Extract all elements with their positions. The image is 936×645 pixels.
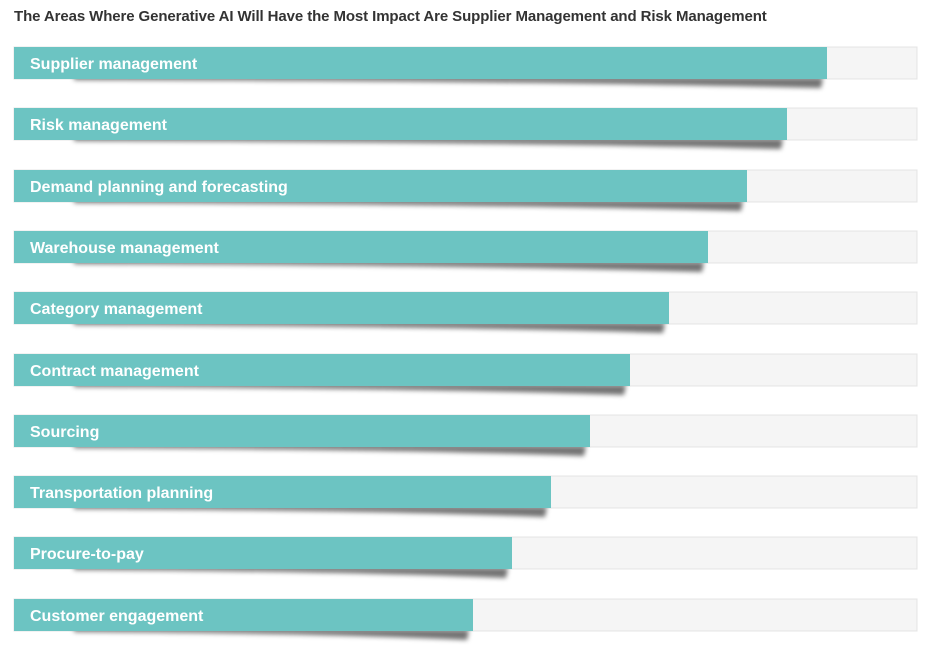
bar: [14, 415, 590, 447]
bar-row: Sourcing: [13, 414, 918, 456]
bar-row: Risk management: [13, 107, 918, 149]
bar: [14, 292, 669, 324]
bar-row: Procure-to-pay: [13, 536, 918, 578]
bar: [14, 476, 551, 508]
bar-row: Customer engagement: [13, 598, 918, 640]
bar: [14, 231, 708, 263]
bar-label: Transportation planning: [30, 485, 213, 502]
bar-row: Category management: [13, 291, 918, 333]
bar-label: Demand planning and forecasting: [30, 179, 288, 196]
chart-title: The Areas Where Generative AI Will Have …: [14, 8, 767, 25]
bar-row: Transportation planning: [13, 475, 918, 517]
bar-row: Supplier management: [13, 46, 918, 88]
bar-label: Procure-to-pay: [30, 546, 144, 563]
bar: [14, 599, 473, 631]
bar-label: Contract management: [30, 363, 200, 380]
bar-label: Risk management: [30, 117, 168, 134]
bar: [14, 108, 787, 140]
bar: [14, 354, 630, 386]
bar-label: Sourcing: [30, 424, 99, 441]
bar-label: Category management: [30, 301, 203, 318]
bar-row: Contract management: [13, 353, 918, 395]
bar: [14, 47, 827, 79]
bar-row: Warehouse management: [13, 230, 918, 272]
bar-label: Customer engagement: [30, 608, 204, 625]
bar-label: Supplier management: [30, 56, 198, 73]
bar: [14, 537, 512, 569]
bar-row: Demand planning and forecasting: [13, 169, 918, 211]
bar-label: Warehouse management: [30, 240, 219, 257]
bar: [14, 170, 747, 202]
